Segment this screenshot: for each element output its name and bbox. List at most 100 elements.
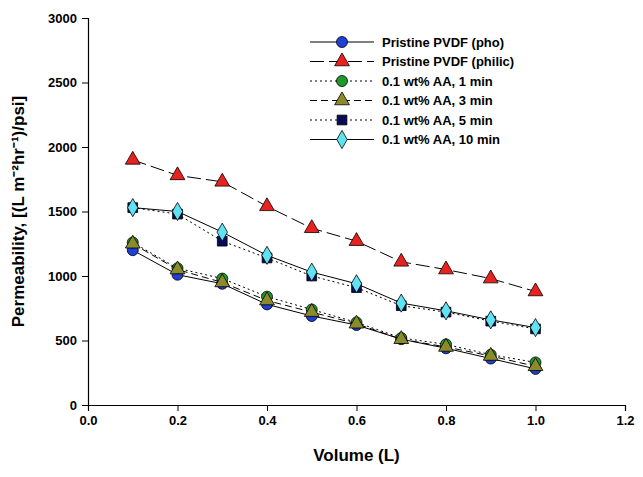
marker xyxy=(394,253,409,266)
series xyxy=(127,237,541,368)
series xyxy=(128,203,540,334)
marker xyxy=(530,319,540,337)
axis-line xyxy=(89,406,626,412)
legend-marker xyxy=(337,130,347,148)
series xyxy=(125,151,543,295)
chart: 0.00.20.40.60.81.01.20500100015002000250… xyxy=(0,0,643,477)
marker xyxy=(396,294,406,312)
series xyxy=(128,199,541,337)
tick: 1000 xyxy=(48,269,88,284)
marker xyxy=(483,270,498,283)
x-axis: 0.00.20.40.60.81.01.2 xyxy=(79,405,634,428)
series-line xyxy=(133,160,536,292)
tick-label: 500 xyxy=(55,333,77,348)
tick-mark xyxy=(82,83,88,84)
tick-mark xyxy=(625,405,626,411)
tick: 0.6 xyxy=(348,405,366,428)
tick: 2000 xyxy=(48,140,88,155)
tick-mark xyxy=(536,405,537,411)
legend-item: 0.1 wt% AA, 10 min xyxy=(310,130,500,148)
marker xyxy=(260,292,275,305)
marker xyxy=(125,151,140,164)
legend-item: Pristine PVDF (pho) xyxy=(310,35,504,50)
tick-label: 0 xyxy=(70,398,77,413)
tick-mark xyxy=(446,405,447,411)
series xyxy=(125,235,543,370)
tick-label: 1000 xyxy=(48,269,77,284)
marker xyxy=(349,315,364,328)
tick-mark xyxy=(82,341,88,342)
tick: 1.0 xyxy=(527,405,545,428)
tick-label: 2500 xyxy=(48,75,77,90)
tick-label: 1.2 xyxy=(616,413,634,428)
marker xyxy=(304,304,319,317)
tick: 500 xyxy=(55,333,88,348)
tick: 0.2 xyxy=(169,405,187,428)
marker xyxy=(351,275,361,293)
tick-label: 1500 xyxy=(48,204,77,219)
legend-marker xyxy=(337,37,348,48)
tick: 0.0 xyxy=(79,405,97,428)
tick-mark xyxy=(357,405,358,411)
tick-label: 0.6 xyxy=(348,413,366,428)
tick: 0 xyxy=(70,398,88,413)
series-line xyxy=(133,244,536,367)
marker xyxy=(125,235,140,248)
marker xyxy=(128,199,138,217)
legend-label: Pristine PVDF (philic) xyxy=(382,54,514,69)
legend-label: 0.1 wt% AA, 10 min xyxy=(382,132,500,147)
tick-label: 0.0 xyxy=(79,413,97,428)
tick-mark xyxy=(267,405,268,411)
marker xyxy=(528,283,543,296)
legend: Pristine PVDF (pho) Pristine PVDF (philic… xyxy=(310,35,514,149)
tick: 0.8 xyxy=(437,405,455,428)
tick-mark xyxy=(82,18,88,19)
series-line xyxy=(133,208,536,328)
tick-mark xyxy=(82,405,88,406)
marker xyxy=(170,167,185,180)
marker xyxy=(262,246,272,264)
y-axis: 0 500 1000 1500 2000 2500 3000 xyxy=(48,11,88,413)
legend-item: 0.1 wt% AA, 5 min xyxy=(310,113,493,128)
marker xyxy=(307,263,317,281)
marker xyxy=(486,311,496,329)
legend-label: 0.1 wt% AA, 5 min xyxy=(382,113,493,128)
marker xyxy=(217,223,227,241)
marker xyxy=(215,173,230,186)
legend-marker xyxy=(337,115,347,125)
series-line xyxy=(133,208,536,329)
tick: 2500 xyxy=(48,75,88,90)
legend-label: Pristine PVDF (pho) xyxy=(382,35,504,50)
legend-marker xyxy=(335,53,350,66)
axis-line xyxy=(82,19,89,406)
legend-item: 0.1 wt% AA, 1 min xyxy=(310,74,493,89)
marker xyxy=(528,358,543,371)
tick-label: 2000 xyxy=(48,140,77,155)
legend-item: 0.1 wt% AA, 3 min xyxy=(310,92,493,108)
tick-mark xyxy=(178,405,179,411)
marker xyxy=(349,233,364,246)
marker xyxy=(439,338,454,351)
tick: 1500 xyxy=(48,204,88,219)
marker xyxy=(441,302,451,320)
marker xyxy=(215,274,230,287)
tick-label: 1.0 xyxy=(527,413,545,428)
legend-label: 0.1 wt% AA, 1 min xyxy=(382,74,493,89)
tick: 1.2 xyxy=(616,405,634,428)
legend-label: 0.1 wt% AA, 3 min xyxy=(382,93,493,108)
marker xyxy=(439,261,454,274)
marker xyxy=(304,220,319,233)
series-line xyxy=(133,242,536,362)
tick-label: 0.8 xyxy=(437,413,455,428)
marker xyxy=(172,202,182,220)
x-axis-title: Volume (L) xyxy=(313,446,400,465)
legend-marker xyxy=(335,92,350,105)
tick-label: 0.2 xyxy=(169,413,187,428)
marker xyxy=(260,198,275,211)
tick-mark xyxy=(82,276,88,277)
data-layer xyxy=(125,151,543,374)
tick: 3000 xyxy=(48,11,88,26)
legend-marker xyxy=(337,76,348,87)
tick-label: 3000 xyxy=(48,11,77,26)
marker xyxy=(170,261,185,274)
